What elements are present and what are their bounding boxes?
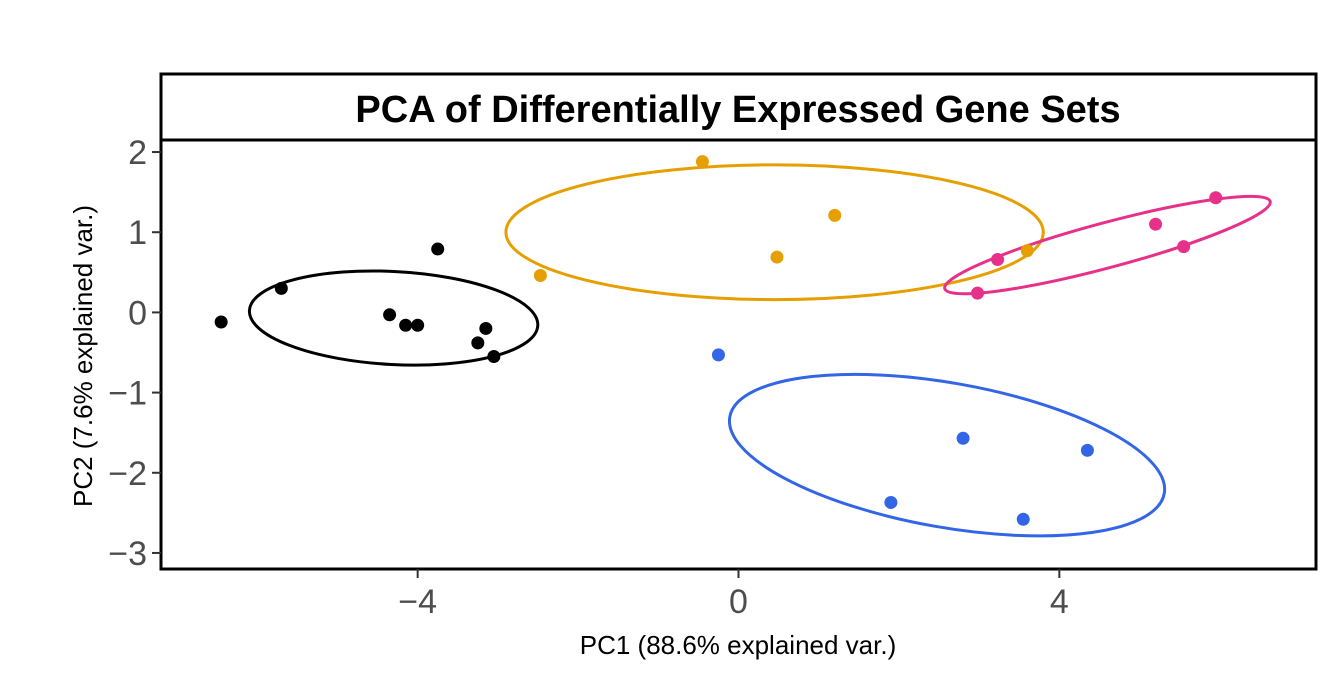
x-axis-title: PC1 (88.6% explained var.) — [580, 630, 897, 660]
x-tick-label-3: 4 — [1050, 583, 1069, 621]
point-group-2-2 — [828, 208, 842, 222]
ellipses-layer — [247, 163, 1272, 538]
point-group-4-2 — [991, 252, 1005, 266]
point-group-3-4 — [884, 495, 898, 509]
point-group-4-4 — [1177, 240, 1191, 254]
point-group-3-3 — [1080, 443, 1094, 457]
point-group-1-1 — [214, 315, 228, 329]
y-axis-title: PC2 (7.6% explained var.) — [68, 205, 98, 507]
y-tick-label-1: 2 — [128, 134, 147, 172]
point-group-4-3 — [1149, 217, 1163, 231]
point-group-2-4 — [533, 269, 547, 283]
point-group-3-2 — [956, 431, 970, 445]
point-group-1-9 — [487, 350, 501, 364]
point-group-1-5 — [399, 318, 413, 332]
axes-layer: −4 0 4 2 1 0 −1 −2 −3 — [108, 134, 1069, 621]
point-group-1-6 — [411, 318, 425, 332]
ellipse-group-1 — [247, 269, 540, 367]
point-group-3-5 — [1016, 512, 1030, 526]
x-tick-label-1: −4 — [398, 583, 437, 621]
y-tick-label-6: −3 — [108, 535, 147, 573]
point-group-1-4 — [383, 308, 397, 322]
point-group-2-3 — [770, 250, 784, 264]
point-group-4-1 — [971, 286, 985, 300]
point-group-3-1 — [711, 348, 725, 362]
x-tick-label-2: 0 — [729, 583, 748, 621]
point-group-1-7 — [479, 321, 493, 335]
ellipse-group-4 — [943, 194, 1272, 296]
points-layer — [214, 155, 1223, 526]
ellipse-group-2 — [504, 163, 1045, 302]
ellipse-group-3 — [727, 372, 1167, 538]
y-tick-label-4: −1 — [108, 375, 147, 413]
y-tick-label-2: 1 — [128, 214, 147, 252]
point-group-2-5 — [1020, 244, 1034, 258]
y-tick-label-5: −2 — [108, 455, 147, 493]
point-group-4-5 — [1209, 191, 1223, 205]
point-group-1-8 — [471, 336, 485, 350]
plot-panel — [159, 138, 1318, 571]
point-group-1-2 — [274, 281, 288, 295]
title-strip — [159, 72, 1318, 142]
point-group-1-3 — [431, 242, 445, 256]
point-group-2-1 — [695, 155, 709, 169]
chart-title: PCA of Differentially Expressed Gene Set… — [355, 89, 1120, 131]
y-tick-label-3: 0 — [128, 294, 147, 332]
